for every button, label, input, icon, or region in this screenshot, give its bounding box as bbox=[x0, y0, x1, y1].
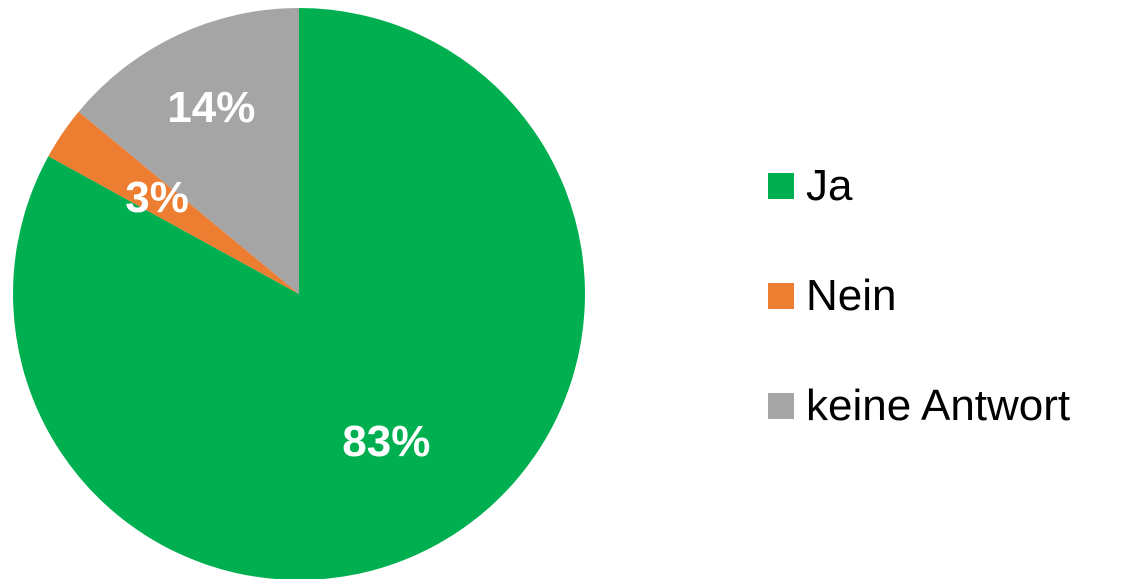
legend-item-keine-antwort: keine Antwort bbox=[768, 378, 1070, 434]
legend-label-keine-antwort: keine Antwort bbox=[806, 381, 1071, 430]
legend-item-nein: Nein bbox=[768, 268, 1070, 324]
legend-swatch-keine-antwort bbox=[768, 393, 794, 419]
legend-item-ja: Ja bbox=[768, 158, 1070, 214]
legend-swatch-nein bbox=[768, 283, 794, 309]
data-label-ja: 83% bbox=[342, 417, 430, 466]
data-label-nein: 3% bbox=[125, 173, 189, 222]
data-label-keine-antwort: 14% bbox=[167, 83, 255, 132]
legend-label-nein: Nein bbox=[806, 271, 897, 320]
pie-slice-keine-antwort bbox=[78, 8, 299, 294]
legend-swatch-ja bbox=[768, 173, 794, 199]
legend-label-ja: Ja bbox=[806, 161, 853, 210]
pie-plot-area: 83% 3% 14% bbox=[13, 8, 586, 579]
pie-slice-nein bbox=[48, 111, 299, 294]
pie-slice-ja bbox=[13, 8, 586, 579]
legend: Ja Nein keine Antwort bbox=[768, 158, 1070, 434]
